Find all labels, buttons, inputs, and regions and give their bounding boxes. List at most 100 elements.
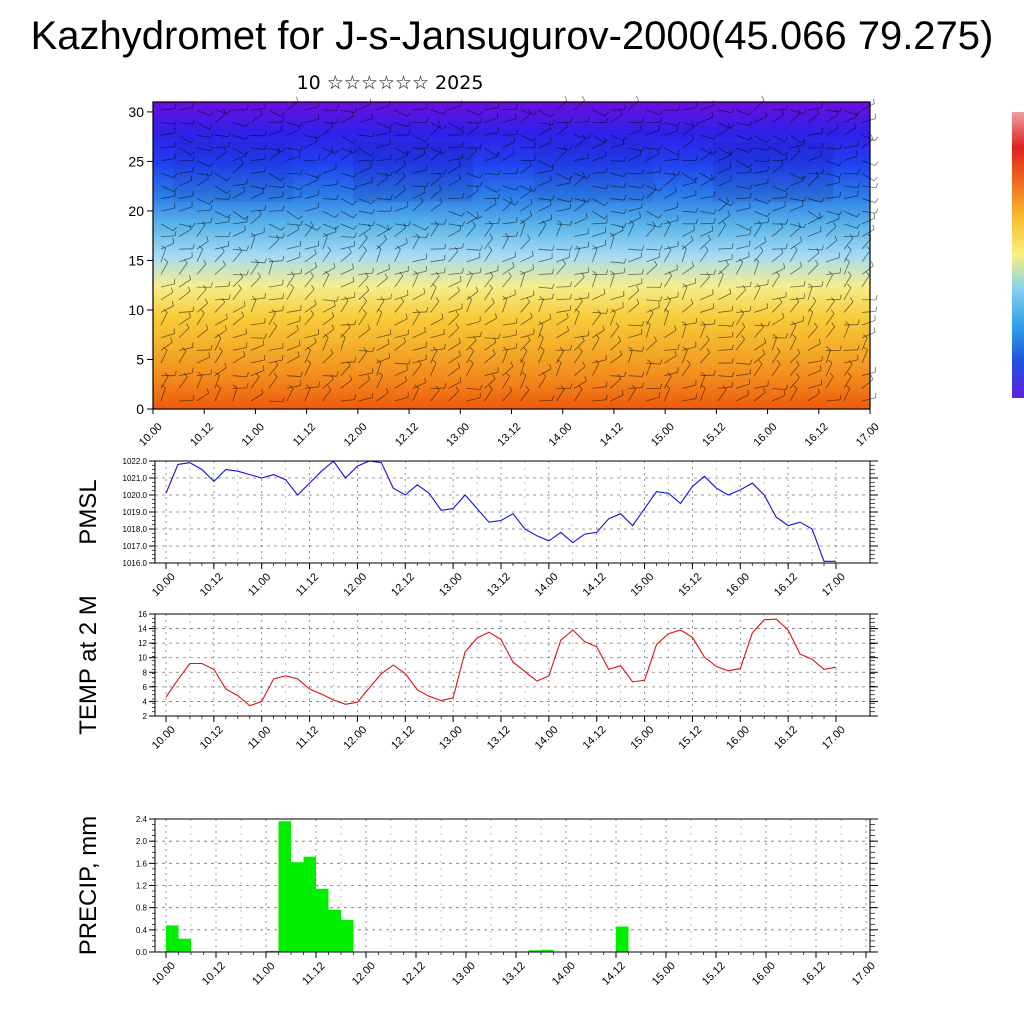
wind-barb-flag <box>210 204 213 211</box>
wind-barb-flag <box>197 372 203 376</box>
wind-barb-flag <box>210 170 214 176</box>
wind-barb-flag <box>432 346 438 351</box>
wind-barb-flag <box>491 297 495 303</box>
wind-barb <box>646 223 660 228</box>
wind-barb-flag <box>297 224 300 230</box>
wind-barb-flag <box>749 148 753 153</box>
wind-barb <box>160 341 173 351</box>
wind-barb <box>520 189 532 199</box>
wind-barb <box>268 239 280 250</box>
wind-barb-flag <box>370 152 375 157</box>
wind-barb <box>394 122 409 127</box>
wind-barb <box>448 280 462 288</box>
wind-barb <box>394 248 401 262</box>
wind-barb-flag <box>174 119 178 125</box>
wind-barb-flag <box>706 348 711 353</box>
wind-barb-flag <box>731 358 734 364</box>
wind-barb-flag <box>731 331 734 337</box>
wind-barb-flag <box>362 246 367 251</box>
wind-barb-flag <box>264 333 267 339</box>
wind-barb-flag <box>192 306 195 312</box>
wind-barb <box>304 266 317 275</box>
wind-barb-flag <box>722 385 727 390</box>
wind-barb-flag <box>354 319 357 325</box>
wind-barb-flag <box>264 154 267 160</box>
wind-barb-flag <box>383 234 387 240</box>
wind-barb-flag <box>438 171 442 177</box>
wind-barb <box>232 163 244 174</box>
wind-barb-flag <box>550 163 555 168</box>
y-tick-label: 1016.0 <box>123 559 148 568</box>
wind-barb <box>861 310 876 313</box>
wind-barb-flag <box>833 222 837 227</box>
wind-barb <box>322 150 334 161</box>
wind-barb <box>861 265 874 275</box>
wind-barb <box>232 248 247 251</box>
wind-barb-flag <box>390 206 393 212</box>
wind-barb <box>520 109 534 116</box>
wind-barb <box>556 298 571 301</box>
wind-barb <box>610 160 625 162</box>
wind-barb <box>322 198 337 200</box>
wind-barb <box>430 275 440 288</box>
wind-barb-flag <box>871 261 874 267</box>
wind-barb <box>466 291 479 301</box>
wind-barb-flag <box>704 246 709 251</box>
wind-barb <box>340 379 353 389</box>
wind-barb-flag <box>281 226 285 231</box>
wind-barb <box>861 172 875 181</box>
wind-barb <box>556 150 567 161</box>
wind-barb <box>682 229 695 237</box>
wind-barb-flag <box>668 271 673 276</box>
wind-barb-flag <box>803 280 806 286</box>
wind-barb <box>753 210 768 218</box>
wind-barb <box>520 255 534 263</box>
wind-barb <box>610 295 624 301</box>
wind-barb-flag <box>623 371 627 377</box>
wind-barb-flag <box>376 359 382 363</box>
wind-barb-flag <box>713 218 716 224</box>
wind-barb-flag <box>432 283 437 288</box>
wind-barb <box>754 307 768 313</box>
wind-barb <box>178 279 191 288</box>
wind-barb <box>825 196 840 199</box>
x-tick-label: 12.12 <box>393 421 421 449</box>
x-tick-label: 11.12 <box>294 571 321 598</box>
wind-barb-flag <box>857 140 859 146</box>
wind-barb-flag <box>845 321 850 326</box>
wind-barb-flag <box>407 122 412 127</box>
wind-barb <box>808 107 822 111</box>
wind-barb <box>556 198 571 203</box>
wind-barb <box>160 283 175 288</box>
wind-barb <box>861 250 871 263</box>
wind-barb <box>502 334 517 339</box>
wind-barb <box>556 263 566 275</box>
wind-barb <box>340 236 355 238</box>
wind-barb <box>484 341 497 351</box>
wind-barb <box>699 276 710 288</box>
wind-barb-flag <box>792 334 797 339</box>
wind-barb <box>268 121 283 124</box>
wind-barb <box>250 299 257 313</box>
precip-bar <box>278 821 291 952</box>
wind-barb-flag <box>641 183 645 189</box>
wind-barb-flag <box>365 272 369 278</box>
wind-barb <box>160 376 169 389</box>
wind-barb <box>807 264 819 275</box>
wind-barb <box>286 375 301 378</box>
wind-barb <box>412 331 426 339</box>
wind-barb <box>736 362 751 365</box>
wind-barb <box>358 349 373 353</box>
wind-barb <box>484 337 499 340</box>
wind-barb-flag <box>173 173 178 178</box>
wind-barb <box>700 307 714 313</box>
wind-barb-flag <box>729 150 732 156</box>
wind-barb <box>861 332 876 339</box>
wind-barb-flag <box>472 221 476 226</box>
wind-barb-flag <box>257 272 261 278</box>
wind-barb <box>268 223 282 231</box>
wind-barb <box>484 147 497 157</box>
wind-barb <box>538 218 552 225</box>
wind-barb <box>592 231 606 237</box>
wind-barb <box>232 274 247 276</box>
